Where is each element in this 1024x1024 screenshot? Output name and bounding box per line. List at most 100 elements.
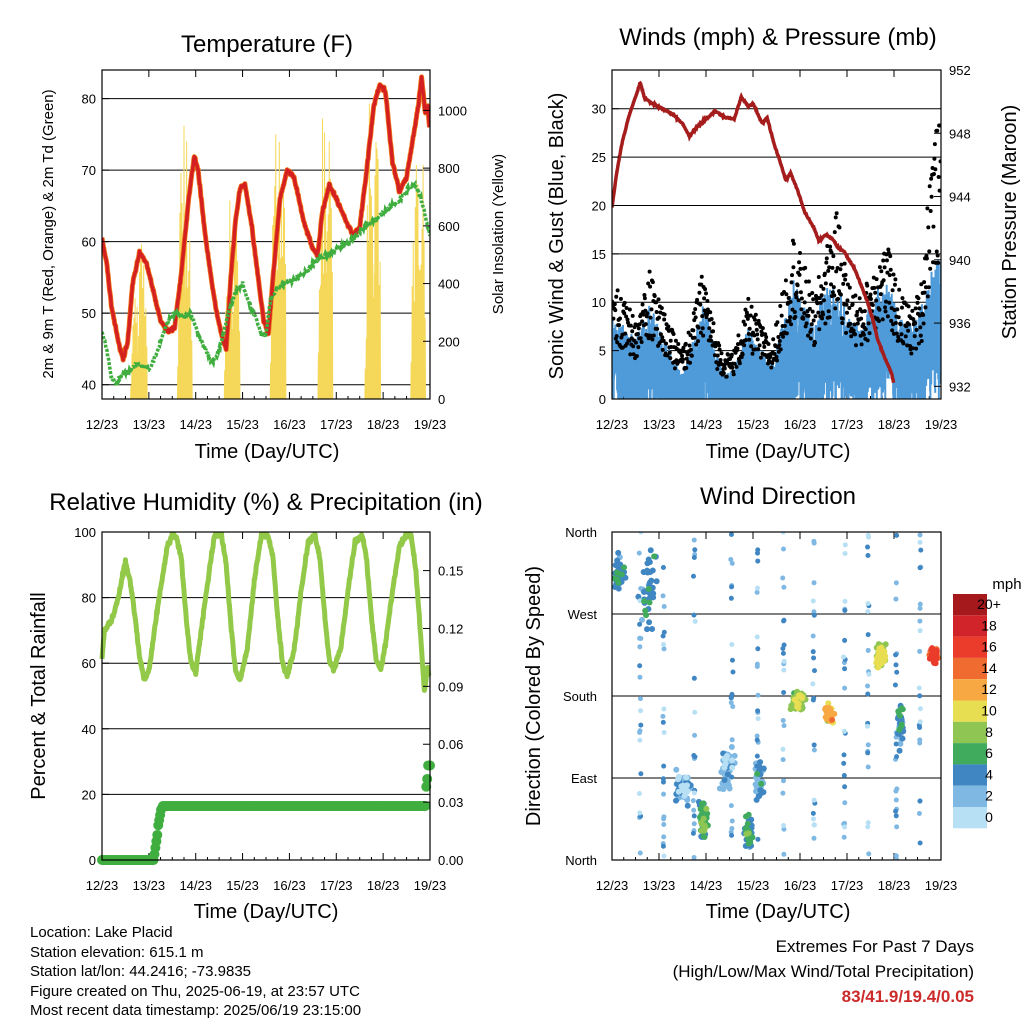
legend-swatch (953, 700, 987, 722)
direction-ytick-label: South (563, 689, 597, 704)
temperature-y2tick-label: 200 (438, 334, 460, 349)
direction-points (612, 532, 924, 849)
legend-label: 14 (981, 660, 997, 676)
legend-swatch (953, 594, 987, 616)
wind-plot: 12/23 13/23 14/23 15/23 16/23 17/23 18/23 19/23… (592, 63, 971, 432)
legend-swatch (953, 785, 987, 807)
temperature-title: Temperature (F) (181, 31, 353, 58)
temperature-xtick-label: 17/23 (320, 417, 353, 432)
station-info: Location: Lake Placid Station elevation:… (30, 923, 361, 1021)
info-recent: Most recent data timestamp: 2025/06/19 2… (30, 1002, 362, 1019)
info-location: Location: Lake Placid (30, 924, 173, 941)
direction-xtick-label: 19/23 (925, 878, 958, 893)
temperature-ytick-label: 80 (82, 92, 96, 107)
temperature-y2tick-label: 400 (438, 277, 460, 292)
wind-xlabel: Time (Day/UTC) (706, 441, 851, 463)
info-created: Figure created on Thu, 2025-06-19, at 23… (30, 982, 360, 1000)
wind-ytick-label: 30 (592, 102, 606, 117)
humidity-xtick-label: 15/23 (226, 878, 259, 893)
temperature-ylabel: 2m & 9m T (Red, Orange) & 2m Td (Green) (40, 89, 57, 378)
wind-xtick-label: 14/23 (690, 417, 723, 432)
temperature-panel: Temperature (F) Time (Day/UTC) 2m & 9m T… (40, 31, 507, 463)
extremes-values: 83/41.9/19.4/0.05 (841, 987, 974, 1006)
legend-label: 18 (981, 617, 997, 633)
humidity-ytick-label: 100 (74, 525, 96, 540)
temperature-ytick-label: 40 (82, 378, 96, 393)
humidity-y2tick-label: 0.03 (438, 795, 463, 810)
temperature-y2tick-label: 1000 (438, 103, 467, 118)
wind-ytick-label: 0 (599, 392, 606, 407)
wind-xtick-label: 13/23 (643, 417, 676, 432)
solar-insolation-line (130, 103, 427, 399)
wind-xtick-label: 19/23 (925, 417, 958, 432)
humidity-ytick-label: 80 (82, 591, 96, 606)
direction-title: Wind Direction (700, 483, 856, 510)
pressure-line (612, 80, 896, 384)
wind-ytick-label: 25 (592, 150, 606, 165)
direction-points (612, 532, 924, 860)
temperature-xtick-label: 15/23 (226, 417, 259, 432)
direction-plot: 12/23 13/23 14/23 15/23 16/23 17/23 18/23 19/23… (563, 525, 957, 893)
dewpoint-2m-line (102, 179, 430, 387)
speed-legend: 20+ 18 16 14 12 10 8 6 4 2 0 (953, 594, 1001, 829)
legend-label: 0 (985, 809, 993, 825)
direction-ytick-label: North (565, 853, 597, 868)
direction-xtick-label: 12/23 (596, 878, 629, 893)
humidity-xtick-label: 14/23 (179, 878, 212, 893)
temperature-ytick-label: 60 (82, 235, 96, 250)
humidity-ylabel: Percent & Total Rainfall (28, 592, 50, 800)
direction-ylabel: Direction (Colored By Speed) (523, 566, 545, 826)
direction-panel: Wind Direction Time (Day/UTC) Direction … (523, 483, 1022, 923)
humidity-xtick-label: 13/23 (133, 878, 166, 893)
legend-label: 4 (985, 766, 993, 782)
direction-points (698, 641, 889, 837)
wind-panel: Winds (mph) & Pressure (mb) Time (Day/UT… (546, 24, 1021, 463)
temperature-xtick-label: 13/23 (133, 417, 166, 432)
direction-xlabel: Time (Day/UTC) (706, 901, 851, 923)
temperature-ytick-label: 70 (82, 163, 96, 178)
temperature-plot: 12/23 13/23 14/23 15/23 16/23 17/23 18/23 19/23… (82, 69, 467, 432)
temperature-y2label: Solar Insolation (Yellow) (490, 154, 507, 314)
wind-ylabel: Sonic Wind & Gust (Blue, Black) (546, 93, 568, 380)
legend-swatch (953, 764, 987, 786)
wind-xtick-label: 15/23 (737, 417, 770, 432)
rainfall-points (97, 760, 435, 866)
humidity-xlabel: Time (Day/UTC) (194, 901, 339, 923)
humidity-y2tick-label: 0.00 (438, 853, 463, 868)
wind-ytick-label: 20 (592, 198, 606, 213)
humidity-title: Relative Humidity (%) & Precipitation (i… (49, 489, 482, 516)
legend-label: 20+ (977, 596, 1001, 612)
humidity-y2tick-label: 0.12 (438, 621, 463, 636)
wind-xtick-label: 17/23 (831, 417, 864, 432)
humidity-y2tick-label: 0.15 (438, 564, 463, 579)
temperature-ytick-label: 50 (82, 306, 96, 321)
wind-y2tick-label: 932 (949, 379, 971, 394)
relative-humidity-line (99, 532, 432, 693)
humidity-xtick-label: 16/23 (273, 878, 306, 893)
wind-ytick-label: 15 (592, 247, 606, 262)
temperature-frame (101, 69, 431, 400)
legend-label: 8 (985, 724, 993, 740)
wind-series-group (612, 80, 941, 399)
legend-label: 10 (981, 703, 997, 719)
legend-label: 2 (985, 788, 993, 804)
temperature-xtick-label: 16/23 (273, 417, 306, 432)
temperature-xtick-label: 19/23 (414, 417, 447, 432)
temperature-xtick-label: 12/23 (86, 417, 119, 432)
direction-ytick-label: East (571, 771, 597, 786)
legend-swatch (953, 636, 987, 658)
wind-title: Winds (mph) & Pressure (mb) (619, 24, 936, 51)
temperature-xtick-label: 14/23 (179, 417, 212, 432)
info-elevation: Station elevation: 615.1 m (30, 943, 204, 961)
direction-frame (611, 531, 942, 861)
direction-points (791, 644, 889, 726)
legend-label: 12 (981, 681, 997, 697)
direction-points (636, 532, 923, 859)
humidity-xtick-label: 12/23 (86, 878, 119, 893)
humidity-xtick-label: 17/23 (320, 878, 353, 893)
legend-label: 6 (985, 745, 993, 761)
temperature-xtick-label: 18/23 (367, 417, 400, 432)
direction-legend-title: mph (992, 576, 1021, 593)
wind-y2tick-label: 948 (949, 126, 971, 141)
